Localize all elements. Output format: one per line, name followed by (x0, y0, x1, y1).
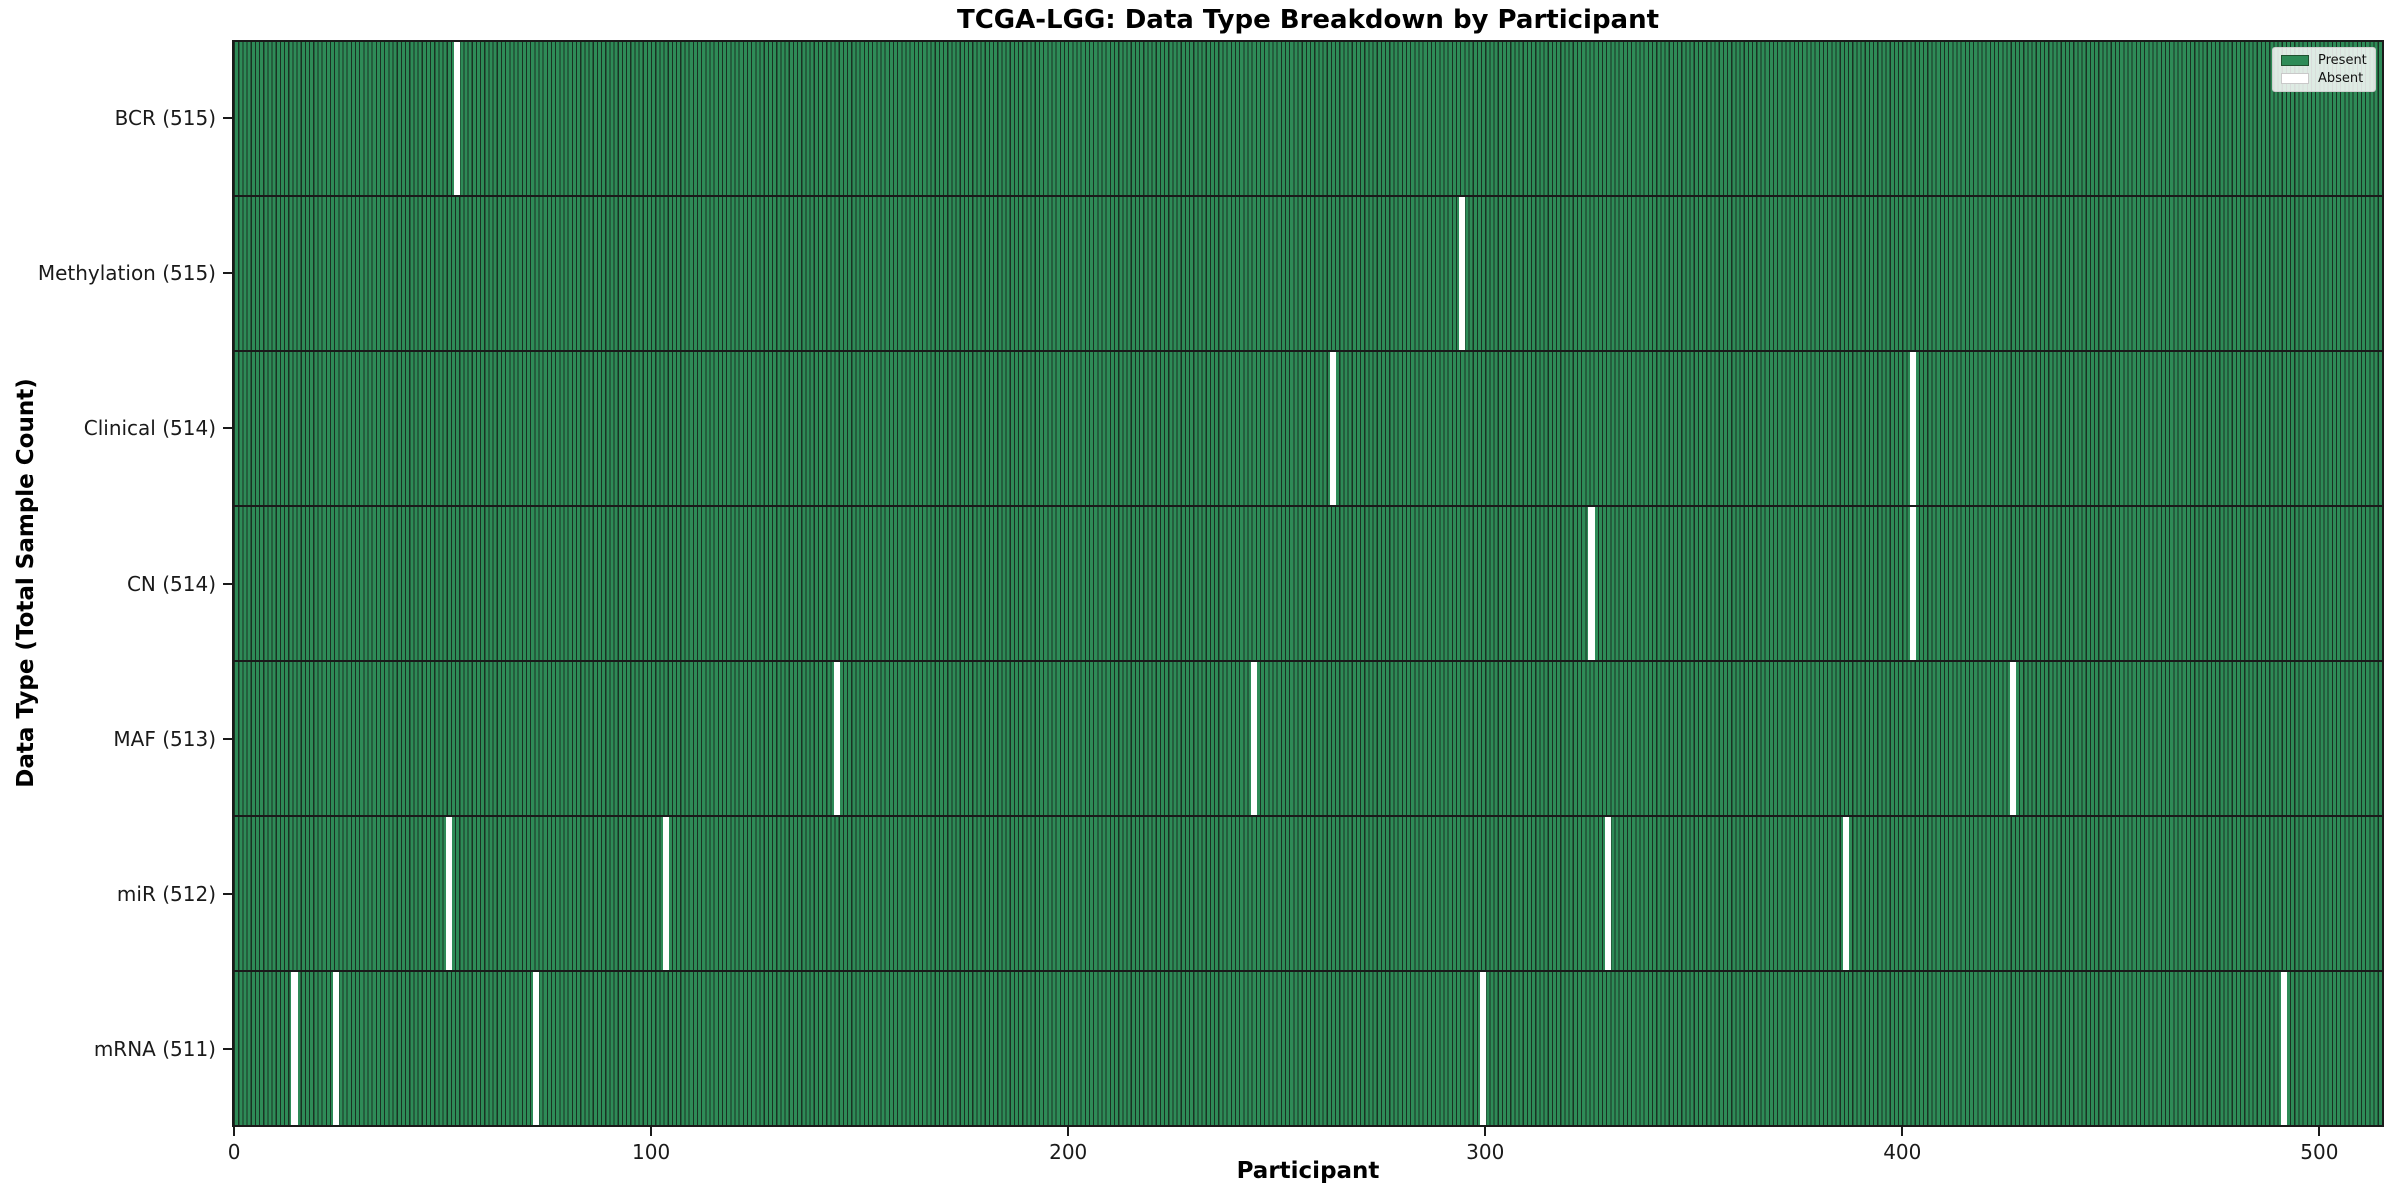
absent-gap (1909, 507, 1916, 660)
absent-gap (291, 972, 298, 1125)
x-tick-label: 400 (1883, 1140, 1922, 1164)
absent-gap (1909, 352, 1916, 505)
legend: Present Absent (2272, 47, 2376, 92)
x-tick-label: 500 (2300, 1140, 2339, 1164)
x-tick-mark (233, 1127, 236, 1136)
row-label-maf: MAF (513) (113, 726, 216, 751)
absent-gap (445, 817, 452, 970)
row-label-cn: CN (514) (126, 571, 216, 596)
plot-area (232, 40, 2384, 1127)
y-tick-mark (223, 582, 232, 585)
y-axis-label: Data Type (Total Sample Count) (13, 378, 39, 788)
row-label-mrna: mRNA (511) (93, 1037, 216, 1062)
heatmap-row-bcr (234, 42, 2382, 197)
x-tick-label: 100 (632, 1140, 671, 1164)
absent-gap (1588, 507, 1595, 660)
legend-label-absent: Absent (2318, 71, 2364, 86)
row-label-bcr: BCR (515) (114, 105, 216, 130)
heatmap-row-cn (234, 507, 2382, 662)
absent-gap (1250, 662, 1257, 815)
row-label-methylation: Methylation (515) (37, 260, 216, 285)
x-tick-mark (1901, 1127, 1904, 1136)
x-axis-label: Participant (1236, 1158, 1380, 1184)
absent-gap (1605, 817, 1612, 970)
absent-gap (333, 972, 340, 1125)
x-tick-mark (1067, 1127, 1070, 1136)
x-tick-mark (2318, 1127, 2321, 1136)
absent-gap (454, 42, 461, 195)
legend-item-present: Present (2281, 54, 2367, 67)
heatmap-row-maf (234, 662, 2382, 817)
row-label-clinical: Clinical (514) (83, 416, 216, 441)
absent-gap (2280, 972, 2287, 1125)
legend-label-present: Present (2318, 53, 2367, 68)
x-tick-label: 200 (1049, 1140, 1088, 1164)
heatmap-row-mrna (234, 972, 2382, 1125)
heatmap-row-clinical (234, 352, 2382, 507)
y-tick-mark (223, 1048, 232, 1051)
heatmap-row-mir (234, 817, 2382, 972)
absent-gap (1329, 352, 1336, 505)
absent-gap (1459, 197, 1466, 350)
legend-item-absent: Absent (2281, 72, 2367, 85)
x-tick-label: 0 (227, 1140, 241, 1164)
y-tick-mark (223, 271, 232, 274)
y-tick-mark (223, 737, 232, 740)
absent-gap (1842, 817, 1849, 970)
legend-swatch-absent-icon (2281, 73, 2309, 84)
absent-gap (1479, 972, 1487, 1125)
y-tick-mark (223, 893, 232, 896)
y-tick-mark (223, 116, 232, 119)
x-tick-mark (1484, 1127, 1487, 1136)
legend-swatch-present-icon (2281, 55, 2309, 66)
row-label-mir: miR (512) (116, 882, 216, 907)
x-tick-label: 300 (1466, 1140, 1505, 1164)
absent-gap (833, 662, 840, 815)
chart-title: TCGA-LGG: Data Type Breakdown by Partici… (956, 5, 1660, 35)
absent-gap (662, 817, 669, 970)
absent-gap (533, 972, 540, 1125)
absent-gap (2009, 662, 2016, 815)
x-tick-mark (650, 1127, 653, 1136)
heatmap-row-methylation (234, 197, 2382, 352)
y-tick-mark (223, 427, 232, 430)
